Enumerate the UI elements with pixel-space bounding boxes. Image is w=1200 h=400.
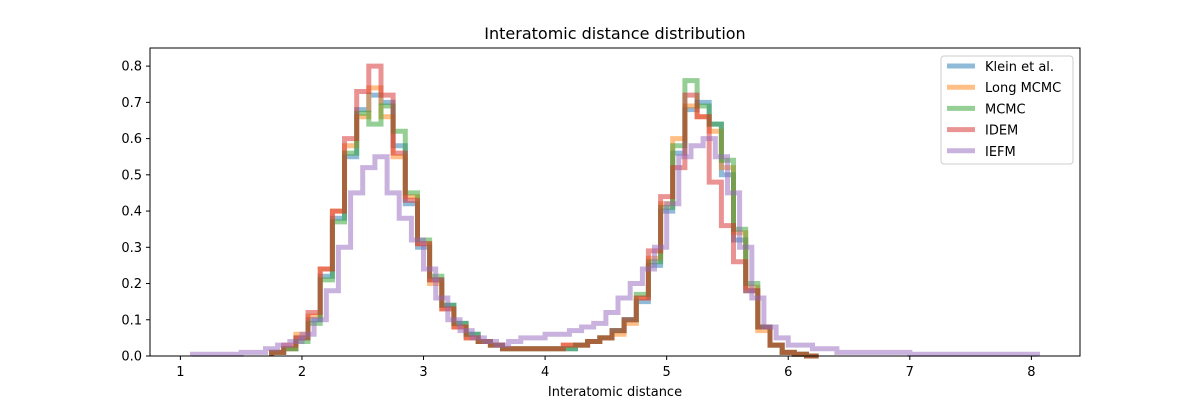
x-tick-label: 5	[663, 365, 671, 380]
series-4-step-line	[190, 136, 1040, 357]
x-axis-title: Interatomic distance	[548, 385, 682, 400]
x-tick-label: 3	[419, 365, 427, 380]
x-tick-label: 2	[298, 365, 306, 380]
legend-frame	[940, 55, 1074, 165]
x-tick-label: 8	[1027, 365, 1035, 380]
legend-label-3: IDEM	[985, 124, 1018, 139]
y-tick-label: 0.3	[121, 241, 142, 256]
y-tick-label: 0.0	[121, 350, 142, 365]
chart-title: Interatomic distance distribution	[484, 24, 745, 43]
x-axis: 1 2 3 4 5 6 7 8	[176, 356, 1036, 380]
legend-label-1: Long MCMC	[985, 81, 1061, 96]
y-axis: 0.0 0.1 0.2 0.3 0.4 0.5 0.6 0.7 0.8	[121, 60, 150, 365]
y-tick-label: 0.7	[121, 96, 142, 111]
x-tick-label: 4	[541, 365, 549, 380]
series-3-step-line	[269, 63, 819, 359]
y-tick-label: 0.8	[121, 60, 142, 75]
legend-label-2: MCMC	[985, 102, 1026, 117]
y-tick-label: 0.1	[121, 313, 142, 328]
y-tick-label: 0.6	[121, 132, 142, 147]
legend-label-4: IEFM	[985, 145, 1016, 160]
x-tick-label: 6	[784, 365, 792, 380]
y-tick-label: 0.4	[121, 205, 142, 220]
legend: Klein et al. Long MCMC MCMC IDEM IEFM	[940, 55, 1074, 165]
legend-label-0: Klein et al.	[985, 60, 1054, 75]
x-tick-label: 1	[176, 365, 184, 380]
series-layer	[190, 63, 1040, 359]
y-tick-label: 0.5	[121, 168, 142, 183]
y-tick-label: 0.2	[121, 277, 142, 292]
plot-frame	[149, 47, 1081, 357]
x-tick-label: 7	[906, 365, 914, 380]
